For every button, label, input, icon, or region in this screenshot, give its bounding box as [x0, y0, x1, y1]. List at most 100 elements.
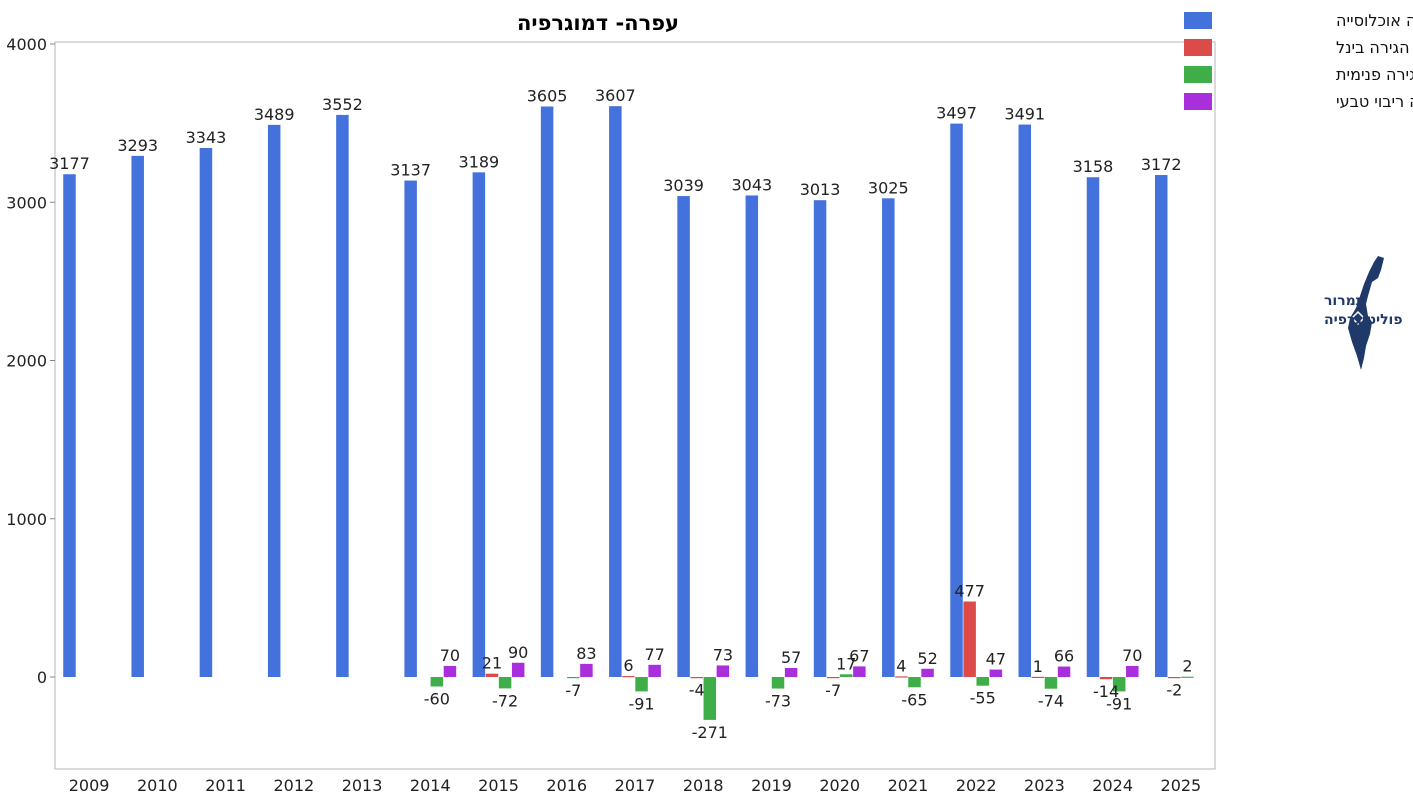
bar-series-2: [1044, 677, 1058, 689]
bar-series-3: [1057, 666, 1071, 677]
plot-area: [54, 41, 1216, 770]
x-tick-label: 2019: [751, 776, 792, 795]
x-tick-label: 2012: [273, 776, 314, 795]
data-label: 17: [836, 654, 856, 673]
bar-series-3: [648, 664, 661, 677]
data-label: -72: [492, 691, 518, 710]
y-tick-label: 1000: [6, 510, 47, 529]
legend: עפרה אוכלוסייה עפרה מאזן הגירה בינל עפרה מ…: [1184, 11, 1413, 111]
bar-series-1: [1031, 676, 1045, 679]
bar-series-0: [677, 196, 690, 677]
x-tick-label: 2015: [478, 776, 519, 795]
legend-entry: עפרה אוכלוסייה: [1336, 11, 1413, 30]
bar-series-0: [813, 200, 827, 677]
x-axis: 2009 2010 2011 2012 2013 2014 2015 2016 2017 2018…: [69, 776, 1201, 795]
data-label: -2: [1166, 680, 1182, 699]
data-label: 70: [440, 646, 460, 665]
data-label: -4: [689, 681, 705, 700]
data-label: 4: [896, 656, 906, 675]
israel-map-icon: [1348, 256, 1384, 370]
y-tick-label: 3000: [6, 193, 47, 212]
bar-series-0: [131, 155, 144, 677]
bar-series-1: [826, 677, 840, 679]
x-tick-label: 2025: [1161, 776, 1202, 795]
bar-series-0: [472, 172, 486, 677]
bar-series-3: [989, 669, 1003, 677]
legend-swatch: [1184, 66, 1212, 83]
x-tick-label: 2013: [342, 776, 383, 795]
data-label: 3489: [254, 105, 295, 124]
y-tick-label: 4000: [6, 35, 47, 54]
data-label: -91: [1106, 694, 1132, 713]
bar-series-3: [443, 665, 457, 677]
data-label: 3025: [868, 178, 909, 197]
data-label: 3013: [800, 180, 841, 199]
data-label: 2: [1182, 657, 1192, 676]
bar-series-1: [963, 601, 976, 677]
road-sign-icon: [1350, 310, 1366, 326]
legend-swatch: [1184, 12, 1212, 29]
data-label: 3552: [322, 95, 363, 114]
x-tick-label: 2011: [205, 776, 246, 795]
bar-series-3: [921, 668, 934, 677]
y-tick-label: 0: [37, 668, 47, 687]
logo-line1: תמרור: [1324, 293, 1365, 309]
data-label: 3293: [117, 136, 158, 155]
data-label: 52: [917, 649, 937, 668]
bar-series-3: [580, 663, 593, 677]
bar-series-2: [703, 677, 717, 720]
data-label: 21: [482, 654, 502, 673]
bar-series-0: [1154, 175, 1168, 677]
data-label: 477: [954, 582, 985, 601]
data-label: -271: [692, 723, 728, 742]
bar-series-1: [485, 673, 499, 677]
data-label: -14: [1093, 682, 1119, 701]
bar-series-3: [853, 666, 866, 677]
legend-entry: עפרה ריבוי טבעי: [1336, 92, 1413, 111]
bar-series-2: [635, 677, 648, 692]
x-tick-label: 2020: [819, 776, 860, 795]
data-label: 57: [781, 648, 801, 667]
data-label: 47: [986, 650, 1006, 669]
bar-series-2: [498, 677, 512, 689]
data-label: 3607: [595, 86, 636, 105]
data-label: -60: [424, 689, 450, 708]
bar-series-0: [199, 147, 213, 678]
data-label: 73: [713, 645, 733, 664]
bar-series-1: [1168, 677, 1181, 679]
data-label: 6: [623, 656, 633, 675]
bar-series-1: [1099, 677, 1113, 680]
bar-series-3: [511, 662, 525, 677]
data-label: 3497: [936, 104, 977, 123]
bar-series-2: [1181, 676, 1194, 678]
bar-series-0: [63, 174, 76, 677]
data-label: 3172: [1141, 155, 1182, 174]
bars: [63, 106, 1194, 720]
data-label: 3043: [731, 175, 772, 194]
data-label: 67: [849, 646, 869, 665]
x-tick-label: 2014: [410, 776, 451, 795]
data-label: 77: [644, 645, 664, 664]
data-label: 3491: [1004, 105, 1045, 124]
x-tick-label: 2018: [683, 776, 724, 795]
data-label: 66: [1054, 647, 1074, 666]
x-tick-label: 2022: [956, 776, 997, 795]
x-tick-label: 2017: [615, 776, 656, 795]
data-label: 90: [508, 643, 528, 662]
x-tick-label: 2024: [1092, 776, 1133, 795]
x-tick-label: 2023: [1024, 776, 1065, 795]
bar-series-2: [976, 677, 989, 686]
data-label: 3189: [459, 152, 500, 171]
bar-series-3: [1126, 665, 1139, 677]
bar-series-0: [1018, 124, 1032, 677]
bar-series-0: [1086, 177, 1100, 677]
bar-series-0: [336, 114, 349, 677]
bar-series-0: [540, 106, 554, 678]
bar-series-0: [950, 123, 963, 678]
bar-series-2: [908, 677, 921, 688]
bar-series-2: [567, 677, 580, 679]
y-tick-label: 2000: [6, 352, 47, 371]
data-label: 70: [1122, 646, 1142, 665]
